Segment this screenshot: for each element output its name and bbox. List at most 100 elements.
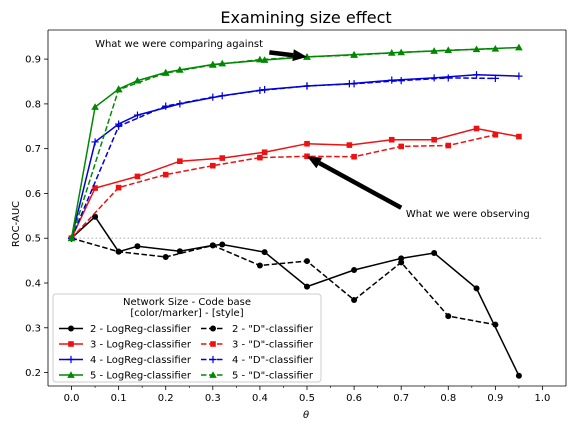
series-7-point-2 — [161, 69, 170, 76]
series-3-point-13 — [472, 45, 481, 53]
legend-label-7: 5 - "D"-classifier — [232, 371, 314, 382]
annotation-arrow-shaft-0 — [269, 50, 294, 58]
legend-entry-0: 2 - LogReg-classifier — [59, 324, 192, 335]
x-tick-label-9: 0.9 — [487, 393, 503, 404]
legend-entry-5: 3 - "D"-classifier — [201, 340, 314, 351]
series-2-point-3 — [133, 111, 142, 119]
legend-entry-3: 5 - LogReg-classifier — [59, 371, 192, 382]
legend-box — [52, 293, 322, 383]
x-tick-label-10: 1.0 — [535, 393, 551, 404]
series-7 — [67, 45, 500, 242]
series-0-point-7 — [261, 249, 268, 256]
series-1-point-2 — [134, 173, 141, 180]
y-tick-label-5: 0.7 — [25, 144, 41, 155]
y-tick-label-6: 0.8 — [25, 99, 41, 110]
series-5-point-2 — [162, 171, 169, 178]
legend-title-line-0: Network Size - Code base — [123, 297, 251, 308]
series-0-point-6 — [219, 241, 226, 248]
y-tick-label-0: 0.2 — [25, 368, 41, 379]
series-6-point-3 — [209, 93, 217, 101]
legend-label-0: 2 - LogReg-classifier — [90, 324, 192, 335]
series-7-point-6 — [350, 51, 358, 58]
x-tick-label-6: 0.6 — [346, 393, 362, 404]
series-5-point-7 — [398, 143, 404, 150]
series-4-point-5 — [304, 258, 310, 265]
x-tick-label-2: 0.2 — [158, 393, 174, 404]
series-1-point-8 — [388, 136, 395, 143]
annotation-arrow-head-0 — [292, 49, 307, 62]
x-tick-label-4: 0.4 — [252, 393, 268, 404]
series-1-point-10 — [473, 125, 480, 132]
legend: Network Size - Code base[color/marker] -… — [52, 293, 322, 383]
series-7-point-7 — [397, 48, 405, 56]
series-2-point-11 — [472, 71, 481, 79]
annotation-text-0: What we were comparing against — [95, 39, 263, 50]
series-6-point-1 — [115, 122, 123, 130]
series-line-5 — [70, 134, 496, 239]
y-axis-label: ROC-AUC — [11, 201, 22, 247]
legend-marker-4 — [210, 325, 216, 332]
series-line-0 — [70, 215, 520, 377]
x-tick-label-7: 0.7 — [393, 393, 409, 404]
series-4-point-7 — [398, 259, 405, 266]
series-4-point-2 — [162, 254, 169, 261]
series-1-point-11 — [516, 133, 522, 140]
series-2-point-1 — [91, 138, 99, 146]
legend-marker-0 — [68, 325, 74, 332]
series-6-point-6 — [350, 80, 358, 88]
series-layer — [67, 43, 523, 379]
series-line-7 — [70, 48, 496, 239]
series-7-point-3 — [209, 61, 217, 68]
series-1-point-9 — [431, 136, 437, 143]
series-7-point-9 — [491, 45, 500, 52]
legend-label-6: 4 - "D"-classifier — [232, 355, 314, 366]
series-4-point-3 — [209, 242, 216, 249]
annotation-1: What we were observing — [307, 156, 530, 220]
axes-frame — [47, 29, 567, 387]
y-tick-label-2: 0.4 — [25, 279, 41, 290]
series-6-point-5 — [303, 82, 311, 90]
y-tick-label-7: 0.9 — [25, 55, 41, 66]
series-4-point-9 — [492, 321, 499, 328]
series-0-point-8 — [304, 283, 310, 290]
legend-entry-2: 4 - LogReg-classifier — [59, 355, 192, 366]
series-3-point-14 — [515, 43, 523, 51]
legend-entry-6: 4 - "D"-classifier — [201, 355, 314, 366]
legend-marker-3 — [67, 371, 75, 378]
x-tick-label-8: 0.8 — [440, 393, 456, 404]
series-5-point-3 — [210, 162, 216, 169]
series-2-point-12 — [515, 72, 523, 80]
series-1-point-6 — [304, 140, 310, 147]
series-5-point-8 — [445, 142, 452, 149]
legend-label-1: 3 - LogReg-classifier — [90, 340, 192, 351]
series-6 — [67, 74, 499, 242]
series-4-point-1 — [115, 248, 122, 255]
series-1-point-5 — [261, 149, 268, 156]
legend-marker-2 — [67, 355, 75, 364]
series-6-point-8 — [444, 74, 452, 82]
legend-entry-4: 2 - "D"-classifier — [201, 324, 314, 335]
annotation-text-1: What we were observing — [406, 209, 530, 220]
legend-marker-5 — [210, 341, 216, 347]
legend-label-3: 5 - LogReg-classifier — [90, 371, 192, 382]
series-0-point-3 — [134, 243, 141, 250]
series-7-point-0 — [67, 234, 76, 242]
series-line-4 — [71, 237, 496, 326]
series-7-point-1 — [114, 85, 123, 93]
x-tick-label-0: 0.0 — [64, 393, 80, 404]
series-line-6 — [70, 77, 496, 239]
series-7-point-5 — [303, 53, 311, 60]
series-0-point-9 — [351, 267, 358, 274]
series-0-point-1 — [92, 213, 99, 220]
legend-label-5: 3 - "D"-classifier — [232, 340, 314, 351]
series-5-point-6 — [351, 153, 357, 160]
chart-title: Examining size effect — [220, 8, 391, 27]
y-axis: 0.2 0.3 0.4 0.5 0.6 0.7 0.8 0.9 — [25, 55, 48, 379]
legend-marker-1 — [68, 341, 74, 347]
series-0-point-13 — [515, 372, 522, 379]
series-3-point-1 — [91, 103, 99, 110]
series-1-point-7 — [346, 142, 353, 148]
series-1-point-1 — [92, 185, 98, 191]
x-tick-label-5: 0.5 — [299, 393, 315, 404]
